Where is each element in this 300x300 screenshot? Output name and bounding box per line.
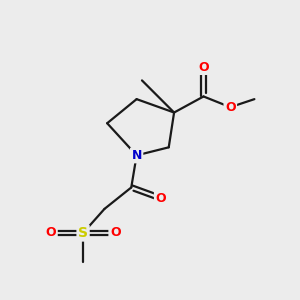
- Text: S: S: [78, 226, 88, 240]
- Text: O: O: [46, 226, 56, 239]
- Text: O: O: [225, 101, 236, 114]
- Text: O: O: [198, 61, 209, 74]
- Text: N: N: [131, 149, 142, 162]
- Text: O: O: [110, 226, 121, 239]
- Text: O: O: [155, 192, 166, 205]
